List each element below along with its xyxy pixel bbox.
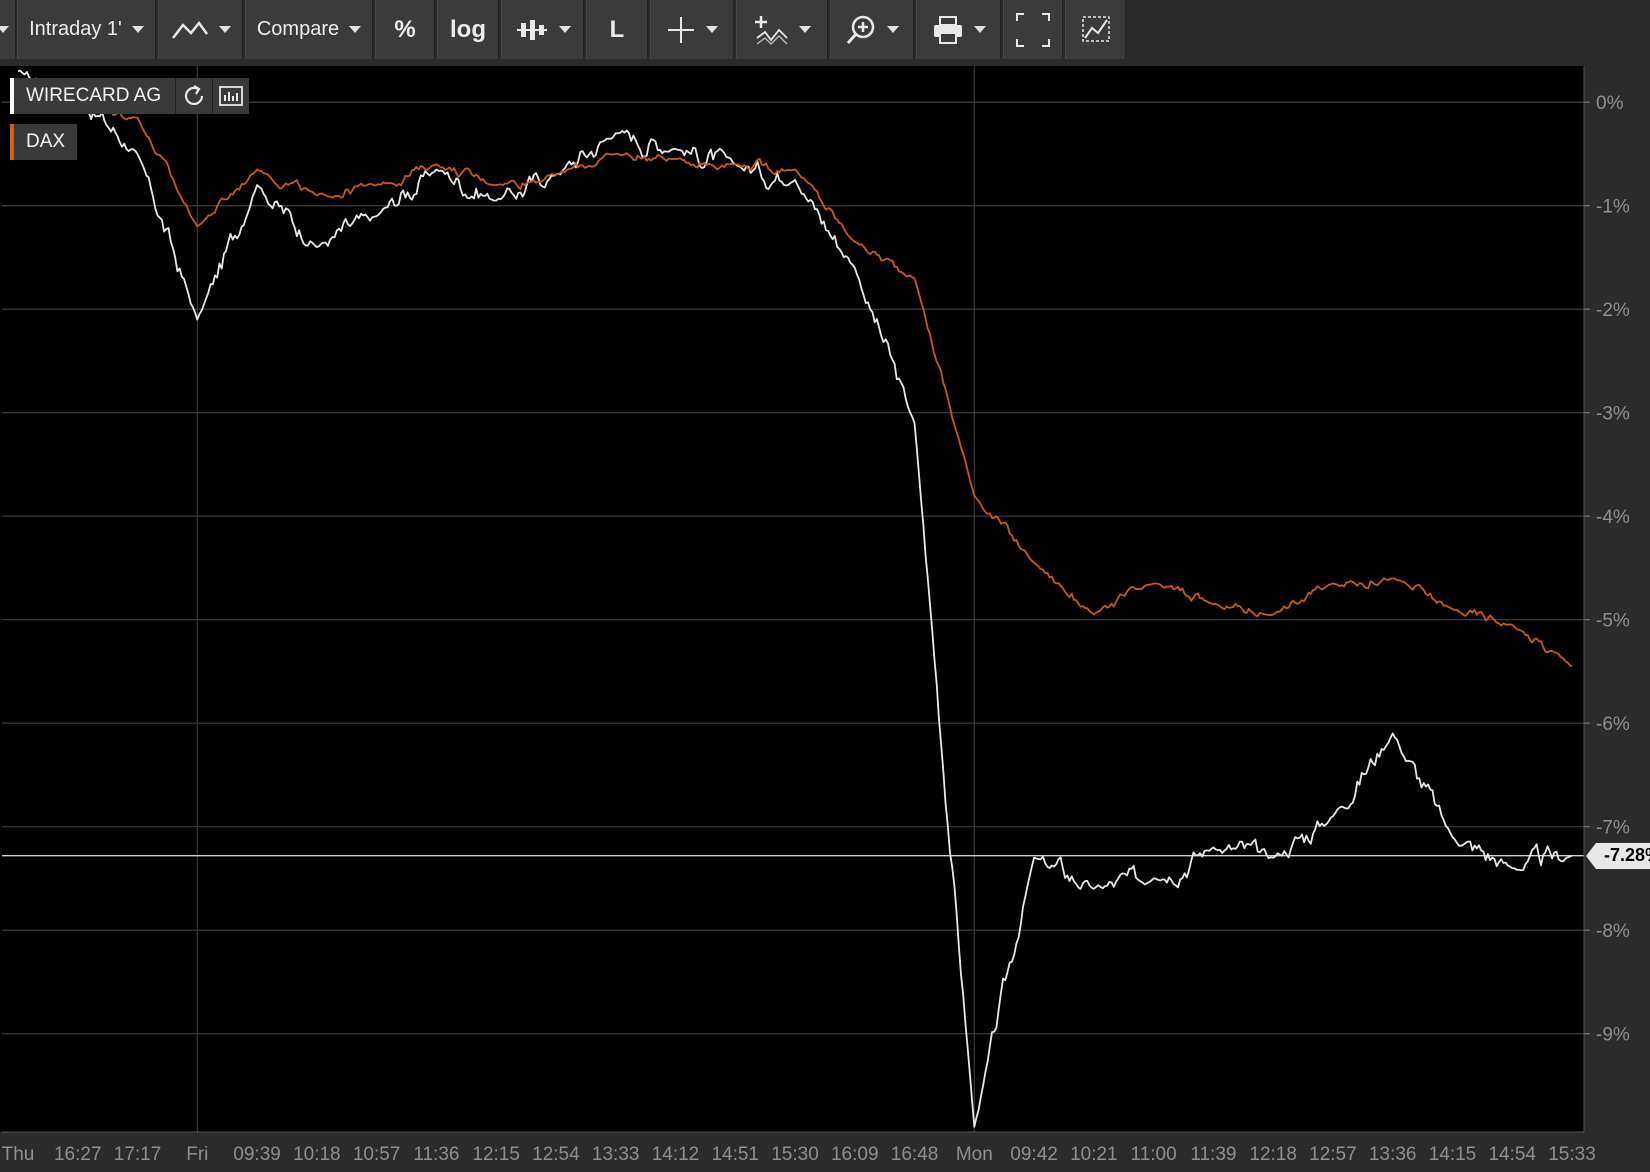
x-tick-label: 11:39 [1190,1144,1236,1165]
interval-dropdown[interactable]: Intraday 1' [17,0,156,59]
fullscreen-icon [1016,12,1050,47]
crosshair-icon [668,16,694,43]
x-tick-label: 16:09 [831,1144,879,1165]
print-dropdown[interactable] [916,0,1001,59]
x-tick-label: 15:33 [1548,1144,1596,1165]
x-tick-label: 12:57 [1309,1144,1357,1165]
x-tick-label: 12:15 [472,1144,520,1165]
add-indicator-icon [755,15,788,45]
x-tick-label: Fri [186,1144,208,1165]
fullscreen-button[interactable] [1003,0,1063,59]
refresh-icon [185,85,204,105]
y-axis-labels: 0% -1% -2% -3% -4% -5% -6% -7% -8% -9% [1583,66,1630,1132]
legend-wirecard[interactable]: WIRECARD AG [10,78,250,114]
series-settings-button[interactable] [212,78,250,114]
caret-down-icon [973,26,986,33]
caret-down-icon [349,26,362,33]
zoom-in-icon [846,15,875,44]
caret-down-icon [706,26,718,33]
grid-lines [2,66,1584,1132]
log-button[interactable]: log [437,0,499,59]
x-tick-label: 14:54 [1488,1144,1536,1165]
line-chart-icon [171,20,208,39]
legend-dax-label: DAX [26,131,66,152]
x-tick-label: 13:36 [1369,1144,1417,1165]
y-tick-label: -8% [1596,921,1630,942]
y-tick-label: -4% [1596,507,1630,528]
refresh-button[interactable] [175,78,213,114]
y-tick-label: 0% [1596,93,1624,114]
percent-button[interactable]: % [375,0,435,59]
caret-down-icon [0,26,9,33]
plot-background [0,66,1584,1132]
printer-icon [933,15,962,44]
series-lines [17,69,1573,1128]
y-tick-label: -2% [1596,300,1630,321]
last-value-label: -7.28% [1604,845,1650,866]
legend-wirecard-label: WIRECARD AG [26,85,162,106]
x-tick-label: Mon [956,1144,993,1165]
x-tick-label: Thu [2,1144,35,1165]
x-tick-label: 15:30 [771,1144,819,1165]
x-tick-label: 16:27 [54,1144,102,1165]
chart-toolbar: Intraday 1' Compare % log L [0,0,1650,62]
last-value-badge: -7.28% [1585,842,1650,869]
interval-label: Intraday 1' [29,18,122,40]
zoom-dropdown[interactable] [830,0,914,59]
add-indicator-dropdown[interactable] [736,0,828,59]
wirecard-series-line [17,69,1573,1128]
chart-frame-icon [1081,15,1110,42]
wirecard-swatch [10,78,14,114]
chart-type-dropdown[interactable] [158,0,243,59]
y-tick-label: -5% [1596,611,1630,632]
x-tick-label: 14:15 [1429,1144,1477,1165]
x-tick-label: 13:33 [592,1144,640,1165]
candlestick-dropdown[interactable] [501,0,584,59]
y-tick-label: -7% [1596,818,1630,839]
x-tick-label: 09:39 [233,1144,281,1165]
dax-swatch [10,124,14,160]
caret-down-icon [131,26,144,33]
x-tick-label: 12:18 [1249,1144,1297,1165]
compare-label: Compare [256,18,340,40]
x-tick-label: 10:18 [293,1144,341,1165]
candlestick-icon [516,19,547,40]
caret-down-icon [558,26,571,33]
chart-settings-button[interactable] [1065,0,1126,59]
y-tick-label: -6% [1596,714,1630,735]
caret-down-icon [218,26,231,33]
log-label: log [450,15,486,43]
caret-down-icon [799,26,811,33]
caret-down-icon [887,26,899,33]
legend-dax[interactable]: DAX [10,124,78,160]
crosshair-dropdown[interactable] [650,0,734,59]
line-tool-label: L [609,15,625,43]
x-tick-label: 16:48 [891,1144,939,1165]
line-tool-button[interactable]: L [586,0,648,59]
x-tick-label: 11:36 [413,1144,459,1165]
y-tick-label: -3% [1596,404,1630,425]
compare-dropdown[interactable]: Compare [245,0,373,59]
bar-chart-icon [219,86,244,106]
x-tick-label: 14:51 [711,1144,759,1165]
left-scroll-button[interactable] [0,0,16,59]
x-tick-label: 09:42 [1010,1144,1058,1165]
y-tick-label: -1% [1596,197,1630,218]
x-tick-label: 17:17 [114,1144,162,1165]
x-tick-label: 10:21 [1070,1144,1118,1165]
y-tick-label: -9% [1596,1025,1630,1046]
x-tick-label: 10:57 [353,1144,401,1165]
x-tick-label: 14:12 [652,1144,700,1165]
price-chart[interactable]: 0% -1% -2% -3% -4% -5% -6% -7% -8% -9% Thu 16:27 17… [0,66,1650,1172]
dax-series-line [17,96,1573,668]
x-axis-labels: Thu 16:27 17:17 Fri 09:39 10:18 10:57 11:36 12:1… [2,1131,1596,1165]
x-tick-label: 11:00 [1131,1144,1177,1165]
percent-label: % [394,15,416,43]
chart-area[interactable]: 0% -1% -2% -3% -4% -5% -6% -7% -8% -9% Thu 16:27 17… [0,66,1650,1172]
x-tick-label: 12:54 [532,1144,580,1165]
